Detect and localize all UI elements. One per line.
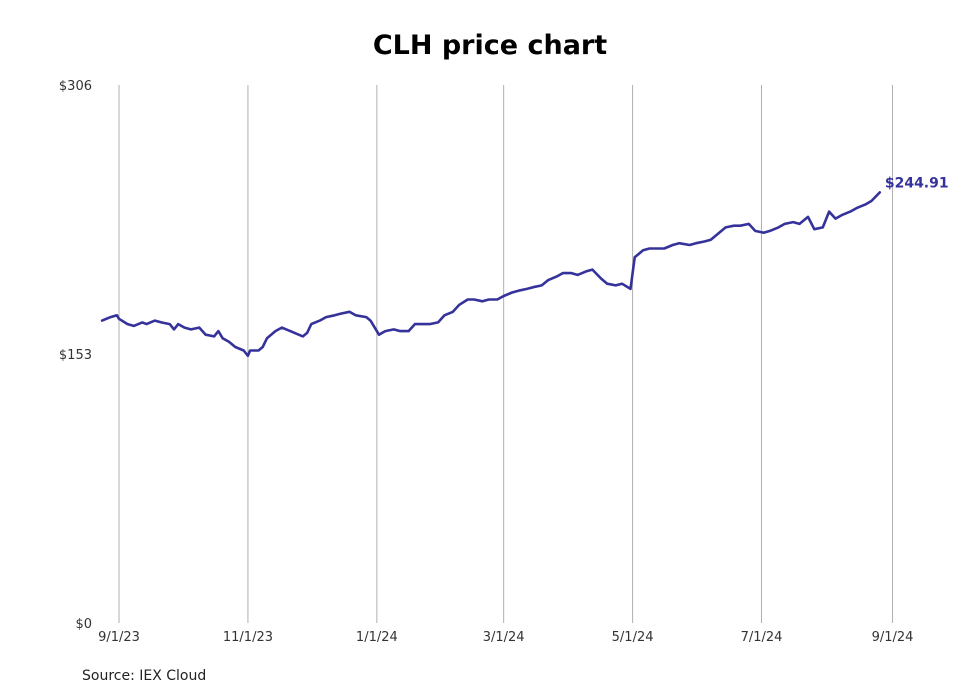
x-tick-label: 3/1/24 (483, 630, 525, 645)
x-tick-label: 5/1/24 (612, 630, 654, 645)
y-tick-label: $153 (59, 348, 92, 363)
y-tick-label: $0 (75, 617, 92, 632)
x-tick-label: 7/1/24 (741, 630, 783, 645)
x-tick-label: 9/1/24 (872, 630, 914, 645)
x-tick-label: 11/1/23 (223, 630, 273, 645)
x-tick-label: 1/1/24 (356, 630, 398, 645)
chart-title: CLH price chart (372, 30, 608, 61)
source-note: Source: IEX Cloud (82, 668, 207, 684)
last-price-label: $244.91 (885, 175, 949, 191)
x-tick-label: 9/1/23 (98, 630, 140, 645)
y-tick-label: $306 (59, 79, 92, 94)
price-line (100, 191, 882, 358)
